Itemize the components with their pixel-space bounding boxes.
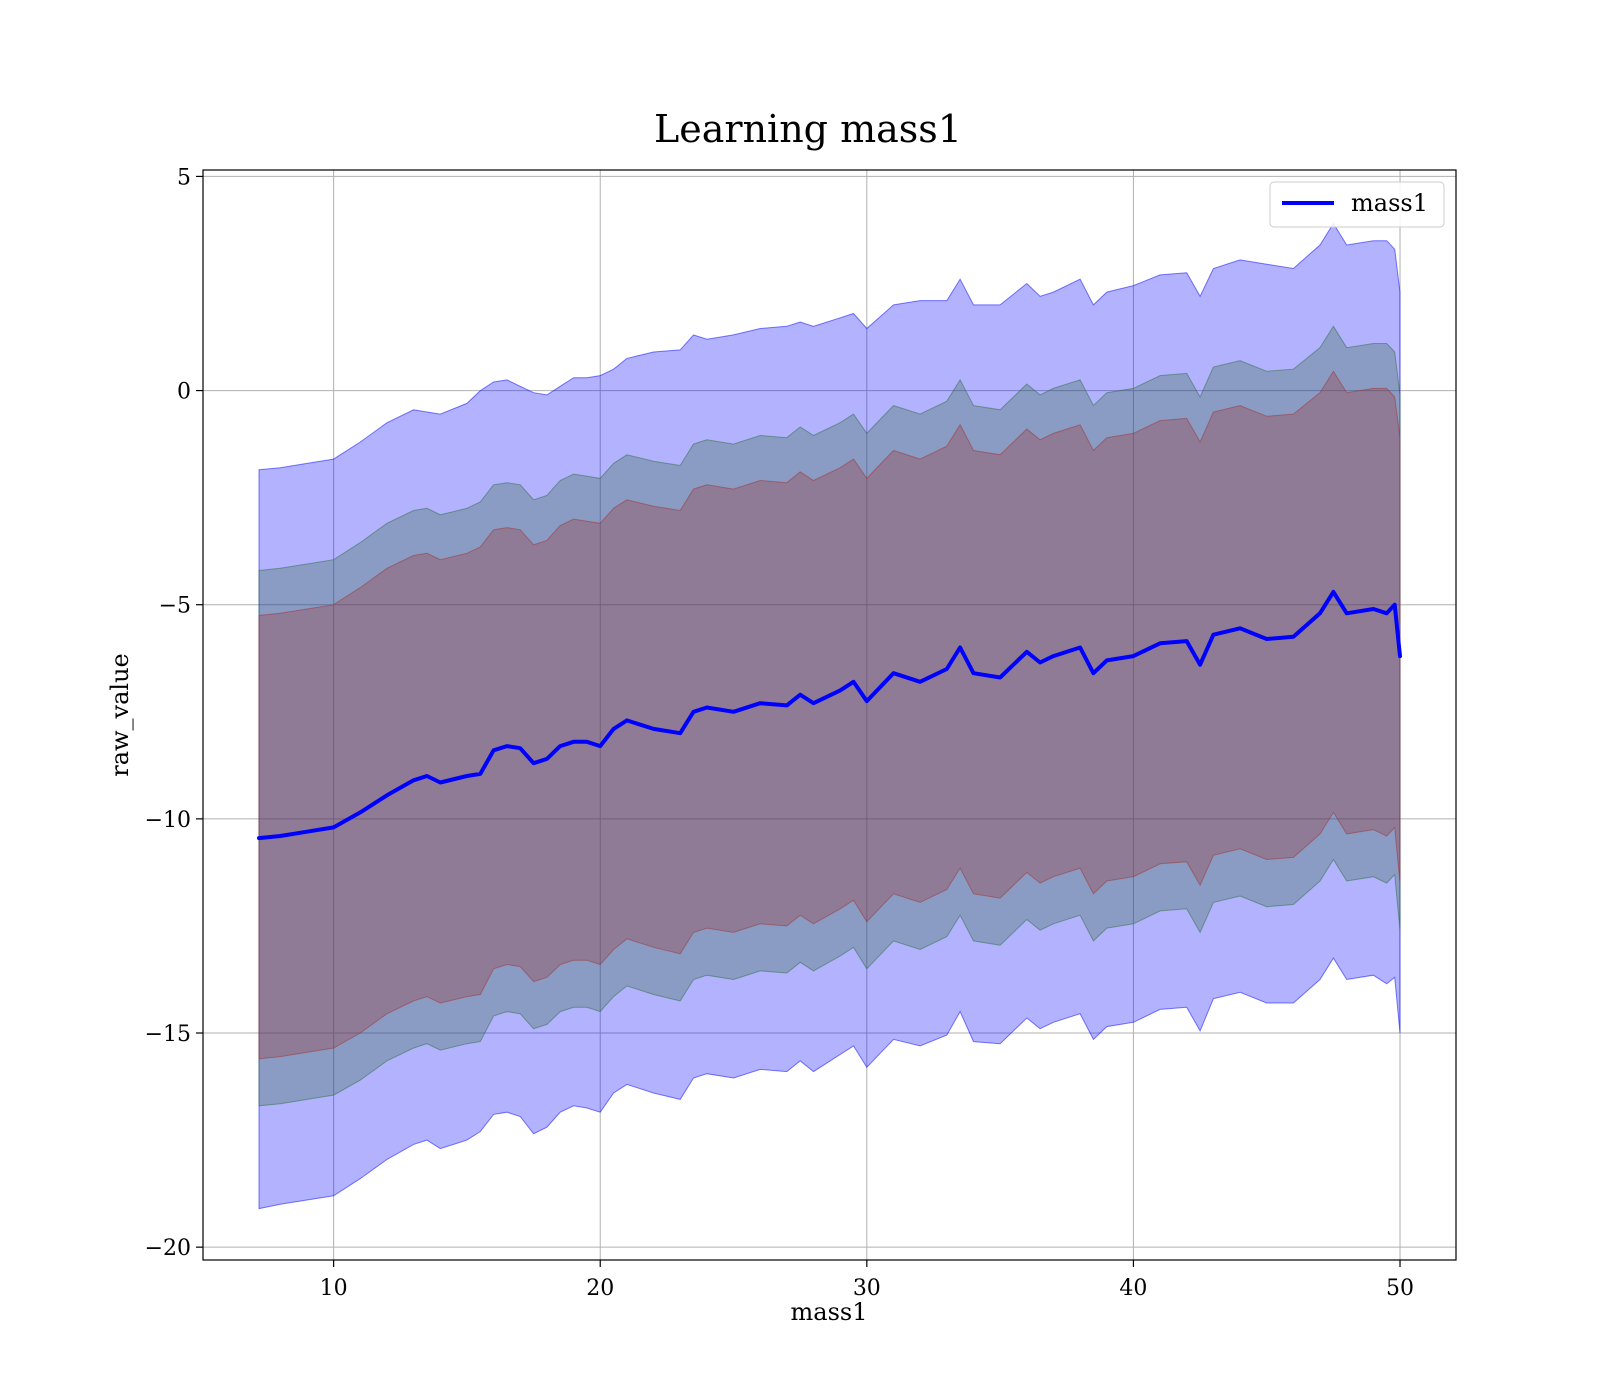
y-tick-label: −20: [145, 1236, 191, 1261]
band-inner: [258, 370, 1401, 1060]
legend-box: [1269, 181, 1445, 228]
plot-frame: [202, 169, 1457, 1261]
y-axis-ticks: 5 0 −5 −10 −15 −20: [145, 165, 203, 1261]
y-tick-label: −10: [145, 808, 191, 833]
x-tick-label: 10: [320, 1276, 348, 1301]
band-outer: [258, 222, 1401, 1210]
x-axis-label: mass1: [791, 1298, 868, 1326]
x-tick-label: 30: [853, 1276, 881, 1301]
x-tick-label: 20: [586, 1276, 614, 1301]
x-axis-ticks: 10 20 30 40 50: [320, 1260, 1414, 1301]
bands: [258, 222, 1401, 1210]
series-line-mass1: [257, 589, 1402, 841]
legend: mass1: [1269, 181, 1445, 228]
y-axis-label: raw_value: [106, 653, 134, 777]
x-tick-label: 50: [1386, 1276, 1414, 1301]
y-tick-label: −5: [159, 594, 191, 619]
chart-title: Learning mass1: [654, 107, 962, 151]
band-middle: [258, 325, 1401, 1107]
legend-label-mass1: mass1: [1351, 189, 1428, 217]
y-tick-label: 5: [177, 165, 191, 190]
series-lines: [257, 589, 1402, 841]
x-tick-label: 40: [1119, 1276, 1147, 1301]
y-tick-label: −15: [145, 1022, 191, 1047]
y-tick-label: 0: [177, 380, 191, 405]
